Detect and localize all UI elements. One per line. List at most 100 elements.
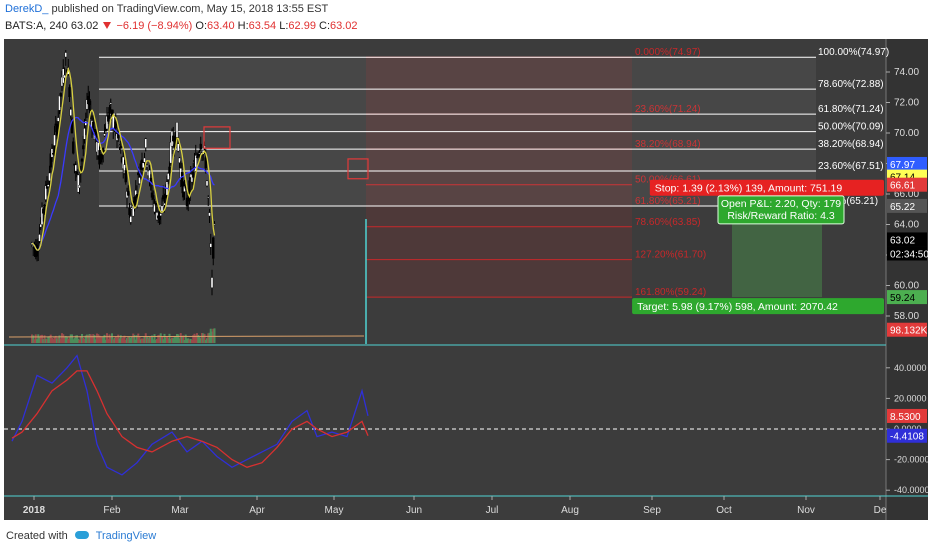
volume-bar bbox=[117, 334, 120, 343]
candle-body bbox=[80, 158, 84, 162]
chart-header: DerekD_ published on TradingView.com, Ma… bbox=[0, 0, 932, 38]
volume-bar bbox=[52, 339, 55, 343]
price-tick-label: 60.00 bbox=[894, 281, 919, 292]
candle-body bbox=[208, 212, 211, 217]
price-tick-label: 58.00 bbox=[894, 311, 919, 322]
chart-area[interactable]: 0.000%(74.97) 23.60%(71.24) 38.20%(68.94) 5… bbox=[4, 39, 930, 520]
candle-body bbox=[53, 134, 56, 146]
volume-bar bbox=[154, 339, 157, 343]
candle-body bbox=[180, 172, 184, 187]
indicator-tick-label: 20.0000 bbox=[894, 393, 927, 403]
volume-bar bbox=[34, 334, 37, 343]
volume-bar bbox=[41, 334, 43, 343]
candle-body bbox=[127, 190, 130, 196]
volume-bar bbox=[63, 337, 66, 343]
indicator-tick-label: -20.0000 bbox=[894, 455, 928, 465]
price-badge: 98.132K bbox=[890, 326, 928, 337]
volume-bar bbox=[186, 338, 188, 343]
volume-bar bbox=[74, 335, 77, 343]
volume-bar bbox=[131, 336, 133, 343]
volume-bar bbox=[207, 333, 210, 343]
price-axis-panel bbox=[886, 39, 928, 520]
moving-average-slow bbox=[31, 116, 215, 251]
volume-bar bbox=[103, 334, 106, 343]
volume-bar bbox=[176, 334, 178, 343]
price-badge-bg bbox=[887, 156, 927, 171]
open-label: O: bbox=[195, 20, 208, 32]
volume-bar bbox=[67, 338, 70, 343]
low-label: L: bbox=[279, 20, 289, 32]
volume-bar bbox=[53, 337, 56, 343]
volume-bar bbox=[119, 335, 122, 343]
volume-bar bbox=[209, 328, 212, 343]
volume-bar bbox=[172, 338, 175, 343]
high-label: H: bbox=[237, 20, 249, 32]
chart-canvas[interactable]: 0.000%(74.97) 23.60%(71.24) 38.20%(68.94) 5… bbox=[4, 39, 930, 520]
volume-bar bbox=[127, 336, 130, 343]
price-tick-label: 66.00 bbox=[894, 189, 919, 200]
price-change: −6.19 (−8.94%) bbox=[116, 20, 193, 32]
price-badge-bg bbox=[887, 177, 927, 192]
candle-body bbox=[119, 146, 122, 149]
volume-bar bbox=[136, 335, 138, 343]
candle-body bbox=[143, 157, 146, 163]
volume-bar bbox=[122, 337, 125, 343]
pnl-box bbox=[717, 195, 845, 225]
candle-body bbox=[144, 138, 147, 148]
volume-bar bbox=[43, 335, 46, 343]
volume-bar bbox=[86, 334, 88, 343]
volume-bar bbox=[93, 335, 96, 343]
volume-bar bbox=[89, 334, 92, 343]
volume-bar bbox=[157, 335, 160, 343]
candle-body bbox=[104, 127, 107, 132]
pnl-label: Open P&L: 2.20, Qty: 179 bbox=[721, 198, 841, 210]
volume-bar bbox=[212, 328, 215, 343]
volume-bar bbox=[178, 338, 181, 343]
date-tick-label: Apr bbox=[249, 505, 265, 516]
candle-body bbox=[48, 172, 51, 181]
indicator-badge-bg bbox=[887, 408, 927, 423]
candle-body bbox=[154, 203, 157, 206]
volume-bar bbox=[59, 338, 62, 343]
volume-bar bbox=[47, 336, 50, 343]
author-link[interactable]: DerekD_ bbox=[5, 3, 49, 15]
volume-bar bbox=[124, 339, 127, 343]
date-tick-label: 2018 bbox=[23, 505, 46, 516]
volume-bar bbox=[82, 337, 85, 343]
volume-bar bbox=[142, 338, 145, 343]
candle-body bbox=[77, 174, 80, 193]
volume-bar bbox=[171, 337, 173, 343]
symbol-label[interactable]: BATS:A, 240 bbox=[5, 20, 68, 32]
fib-projection-label: 161.80%(59.24) bbox=[635, 287, 706, 298]
candle-body bbox=[163, 203, 166, 206]
volume-bar bbox=[161, 336, 163, 343]
risk-reward-label: Risk/Reward Ratio: 4.3 bbox=[727, 210, 835, 222]
candle-body bbox=[74, 164, 77, 172]
price-badge-bg bbox=[887, 232, 927, 247]
volume-bar bbox=[192, 335, 195, 343]
candle-body bbox=[159, 213, 162, 217]
indicator-line-red bbox=[11, 370, 369, 468]
volume-bar bbox=[148, 336, 151, 343]
volume-bar bbox=[109, 336, 112, 343]
candle-body bbox=[172, 135, 175, 142]
footer: Created with TradingView bbox=[0, 521, 932, 550]
price-tick-label: 70.00 bbox=[894, 128, 919, 139]
candle-body bbox=[100, 154, 104, 160]
price-badge: 02:34:50 bbox=[890, 249, 928, 260]
volume-bar bbox=[197, 334, 200, 343]
volume-bar bbox=[203, 334, 206, 343]
candle-body bbox=[68, 87, 71, 98]
fib-projection-zone bbox=[366, 57, 632, 298]
candle-body bbox=[108, 107, 111, 113]
candle-body bbox=[43, 204, 46, 207]
candle-body bbox=[168, 166, 171, 174]
tradingview-brand-link[interactable]: TradingView bbox=[95, 530, 157, 542]
candle-body bbox=[112, 115, 115, 129]
low-value: 62.99 bbox=[288, 20, 316, 32]
date-tick-label: Feb bbox=[103, 505, 121, 516]
target-label-bg bbox=[632, 298, 884, 315]
fib-projection-label: 23.60%(71.24) bbox=[635, 104, 701, 115]
candle-body bbox=[52, 153, 55, 155]
volume-bar bbox=[48, 336, 51, 343]
